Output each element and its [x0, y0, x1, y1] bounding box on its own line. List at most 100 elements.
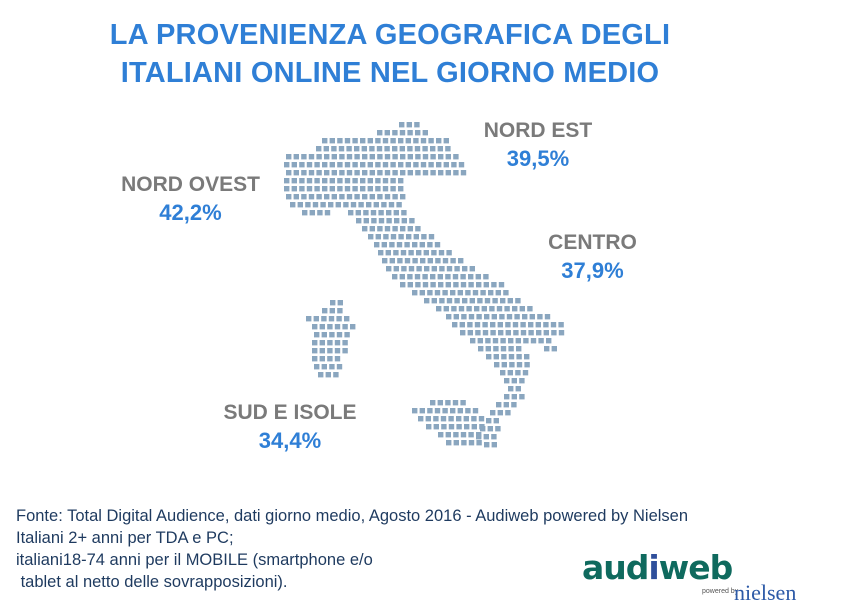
map-dot: [366, 202, 372, 208]
map-dot: [466, 306, 472, 312]
map-dot: [520, 330, 527, 336]
map-dot: [445, 170, 451, 176]
map-dot: [331, 170, 337, 176]
map-dot: [476, 440, 482, 446]
map-dot: [445, 282, 451, 288]
map-dot: [414, 274, 421, 280]
region-percent: 37,9%: [561, 258, 624, 283]
map-dot: [394, 218, 400, 224]
map-dot: [393, 266, 399, 272]
map-dot: [404, 258, 411, 264]
map-dot: [314, 364, 320, 370]
map-dot: [367, 162, 373, 168]
map-dot: [312, 340, 318, 346]
map-dot: [498, 330, 504, 336]
map-dot: [543, 322, 549, 328]
map-dot: [496, 306, 503, 312]
map-dot: [476, 432, 482, 438]
map-dot: [396, 242, 403, 248]
map-dot: [430, 400, 436, 406]
map-dot: [370, 210, 377, 216]
map-dot: [427, 258, 433, 264]
map-dot: [437, 274, 443, 280]
map-dot: [367, 178, 373, 184]
map-dot: [327, 356, 333, 362]
map-dot: [452, 322, 458, 328]
map-dot: [512, 306, 518, 312]
map-dot: [543, 330, 549, 336]
map-dot: [389, 258, 395, 264]
map-dot: [423, 250, 429, 256]
map-dot: [412, 258, 418, 264]
map-dot: [414, 122, 420, 128]
map-dot: [413, 162, 419, 168]
map-dot: [407, 154, 413, 160]
map-dot: [516, 354, 522, 360]
map-dot: [478, 346, 484, 352]
map-dot: [430, 170, 436, 176]
map-dot: [522, 370, 529, 376]
powered-by-text: powered by: [702, 588, 739, 595]
map-dot: [337, 162, 343, 168]
map-dot: [399, 122, 405, 128]
map-dot: [485, 338, 491, 344]
map-dot: [416, 266, 422, 272]
region-nord-ovest: NORD OVEST 42,2%: [108, 172, 273, 228]
map-dot: [474, 306, 480, 312]
map-dot: [445, 146, 451, 152]
map-dot: [339, 194, 345, 200]
map-dot: [308, 194, 315, 200]
map-dot: [384, 130, 390, 136]
map-dot: [314, 178, 320, 184]
map-dot: [434, 242, 441, 248]
map-dot: [316, 194, 322, 200]
map-dot: [302, 210, 308, 216]
map-dot: [376, 146, 383, 152]
map-dot: [408, 250, 414, 256]
map-dot: [374, 242, 380, 248]
map-dot: [452, 274, 459, 280]
map-dot: [551, 346, 557, 352]
map-dot: [324, 154, 330, 160]
map-dot: [491, 434, 497, 440]
map-dot: [443, 138, 449, 144]
map-dot: [454, 298, 460, 304]
map-dot: [430, 282, 436, 288]
map-dot: [342, 340, 348, 346]
map-dot: [505, 410, 511, 416]
map-dot: [329, 186, 335, 192]
map-dot: [427, 290, 433, 296]
map-dot: [453, 170, 459, 176]
map-dot: [460, 170, 467, 176]
map-dot: [398, 186, 404, 192]
map-dot: [384, 226, 391, 232]
map-dot: [319, 324, 325, 330]
map-dot: [321, 316, 327, 322]
map-dot: [363, 218, 369, 224]
map-dot: [484, 298, 491, 304]
map-dot: [414, 146, 421, 152]
map-dot: [316, 154, 322, 160]
map-dot: [290, 202, 296, 208]
map-dot: [453, 314, 459, 320]
map-dot: [369, 170, 375, 176]
map-dot: [427, 242, 433, 248]
map-dot: [334, 340, 341, 346]
map-dot: [400, 250, 407, 256]
map-dot: [398, 138, 404, 144]
map-dot: [500, 338, 506, 344]
region-percent: 34,4%: [258, 428, 322, 453]
map-dot: [437, 400, 443, 406]
map-dot: [420, 162, 427, 168]
map-dot: [390, 162, 396, 168]
map-dot: [492, 298, 498, 304]
map-dot: [368, 234, 374, 240]
map-dot: [382, 138, 389, 144]
map-dot: [469, 298, 475, 304]
map-dot: [299, 162, 305, 168]
map-dot: [471, 416, 477, 422]
map-dot: [367, 138, 373, 144]
title-line-1: LA PROVENIENZA GEOGRAFICA DEGLI: [109, 19, 671, 51]
map-dot: [452, 400, 459, 406]
map-dot: [406, 234, 412, 240]
